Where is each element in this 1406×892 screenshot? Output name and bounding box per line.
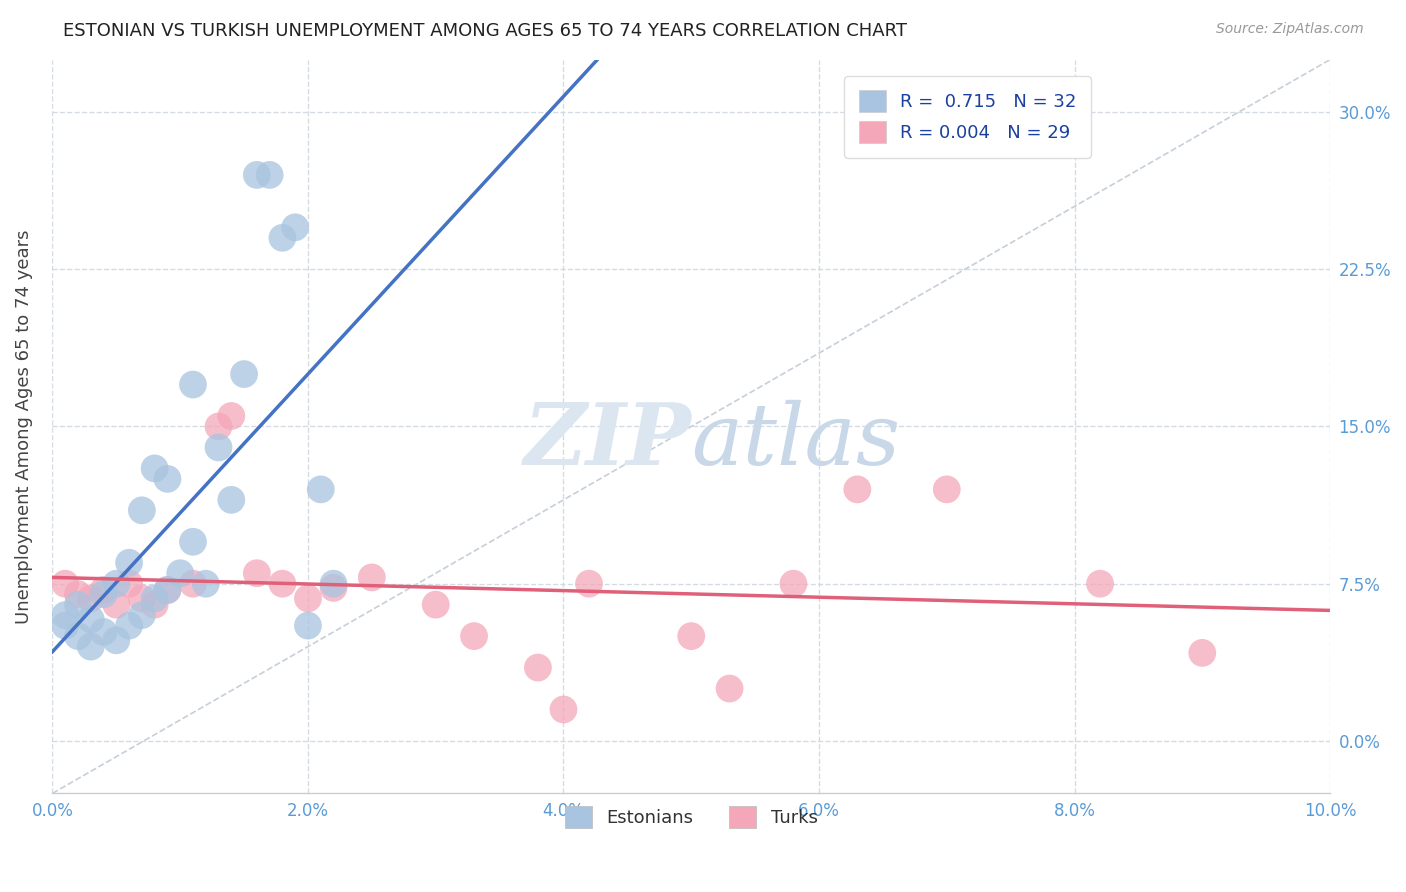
Point [53,618,76,632]
Point [271,231,294,245]
Point [297,618,319,632]
Legend: Estonians, Turks: Estonians, Turks [557,799,825,836]
Point [246,566,269,581]
Point [118,556,141,570]
Point [360,570,382,584]
Point [425,598,447,612]
Point [143,461,166,475]
Point [297,591,319,606]
Point [105,598,128,612]
Point [322,576,344,591]
Point [143,598,166,612]
Point [131,591,153,606]
Point [181,534,204,549]
Point [105,576,128,591]
Point [53,576,76,591]
Point [194,576,217,591]
Point [846,483,869,497]
Point [66,587,89,601]
Point [66,629,89,643]
Point [156,582,179,597]
Point [118,576,141,591]
Text: ESTONIAN VS TURKISH UNEMPLOYMENT AMONG AGES 65 TO 74 YEARS CORRELATION CHART: ESTONIAN VS TURKISH UNEMPLOYMENT AMONG A… [63,22,907,40]
Point [156,472,179,486]
Point [80,640,103,654]
Point [131,503,153,517]
Point [169,566,191,581]
Point [80,612,103,626]
Point [553,702,575,716]
Point [259,168,281,182]
Point [143,591,166,606]
Point [93,587,115,601]
Point [181,377,204,392]
Point [309,483,332,497]
Point [681,629,703,643]
Point [718,681,741,696]
Point [207,441,229,455]
Text: atlas: atlas [692,400,900,483]
Point [53,608,76,623]
Point [80,591,103,606]
Point [93,582,115,597]
Point [156,582,179,597]
Point [284,220,307,235]
Point [221,409,243,423]
Point [527,660,550,674]
Point [105,633,128,648]
Point [118,618,141,632]
Point [131,608,153,623]
Text: Source: ZipAtlas.com: Source: ZipAtlas.com [1216,22,1364,37]
Point [207,419,229,434]
Point [782,576,804,591]
Point [246,168,269,182]
Point [322,581,344,595]
Point [221,492,243,507]
Point [66,598,89,612]
Point [935,483,957,497]
Point [233,367,256,381]
Point [578,576,600,591]
Point [181,576,204,591]
Point [463,629,485,643]
Y-axis label: Unemployment Among Ages 65 to 74 years: Unemployment Among Ages 65 to 74 years [15,229,32,624]
Point [1191,646,1213,660]
Text: ZIP: ZIP [523,400,692,483]
Point [93,624,115,639]
Point [271,576,294,591]
Point [1088,576,1111,591]
